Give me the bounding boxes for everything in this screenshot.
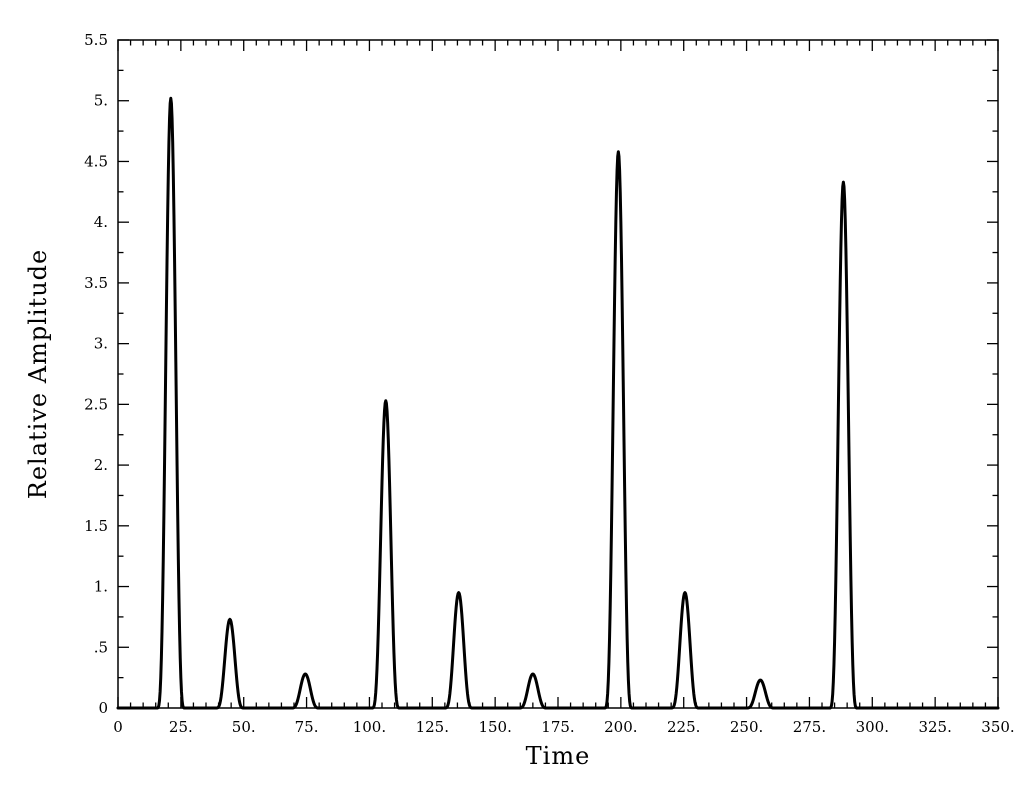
- y-axis-title: Relative Amplitude: [24, 249, 52, 499]
- x-tick-label: 50.: [232, 718, 256, 736]
- y-tick-label: 5.5: [84, 31, 108, 49]
- y-tick-label: 2.: [94, 456, 108, 474]
- y-tick-label: 4.: [94, 213, 108, 231]
- plot-frame: [117, 39, 999, 709]
- x-tick-label: 225.: [667, 718, 700, 736]
- tick-labels: 0 25. 50. 75. 100. 125. 150. 175. 200. 225. 250. 27…: [84, 31, 1015, 736]
- x-tick-label: 100.: [353, 718, 386, 736]
- y-tick-label: 3.5: [84, 274, 108, 292]
- x-tick-label: 75.: [295, 718, 319, 736]
- y-tick-label: 4.5: [84, 152, 108, 170]
- y-tick-label: 0: [98, 699, 108, 717]
- y-tick-label: 3.: [94, 335, 108, 353]
- x-tick-label: 300.: [856, 718, 889, 736]
- y-tick-label: 1.5: [84, 517, 108, 535]
- x-tick-label: 25.: [169, 718, 193, 736]
- x-tick-label: 125.: [416, 718, 449, 736]
- y-tick-label: 1.: [94, 578, 108, 596]
- series-line: [116, 96, 1000, 710]
- tick-marks: [117, 39, 999, 709]
- x-tick-label: 0: [113, 718, 123, 736]
- y-tick-label: 5.: [94, 92, 108, 110]
- x-axis-title: Time: [526, 742, 591, 770]
- y-tick-label: .5: [94, 638, 108, 656]
- x-tick-label: 175.: [541, 718, 574, 736]
- x-tick-label: 200.: [604, 718, 637, 736]
- x-tick-label: 350.: [981, 718, 1014, 736]
- y-tick-label: 2.5: [84, 395, 108, 413]
- x-tick-label: 275.: [793, 718, 826, 736]
- x-tick-label: 250.: [730, 718, 763, 736]
- x-tick-label: 150.: [478, 718, 511, 736]
- x-tick-label: 325.: [918, 718, 951, 736]
